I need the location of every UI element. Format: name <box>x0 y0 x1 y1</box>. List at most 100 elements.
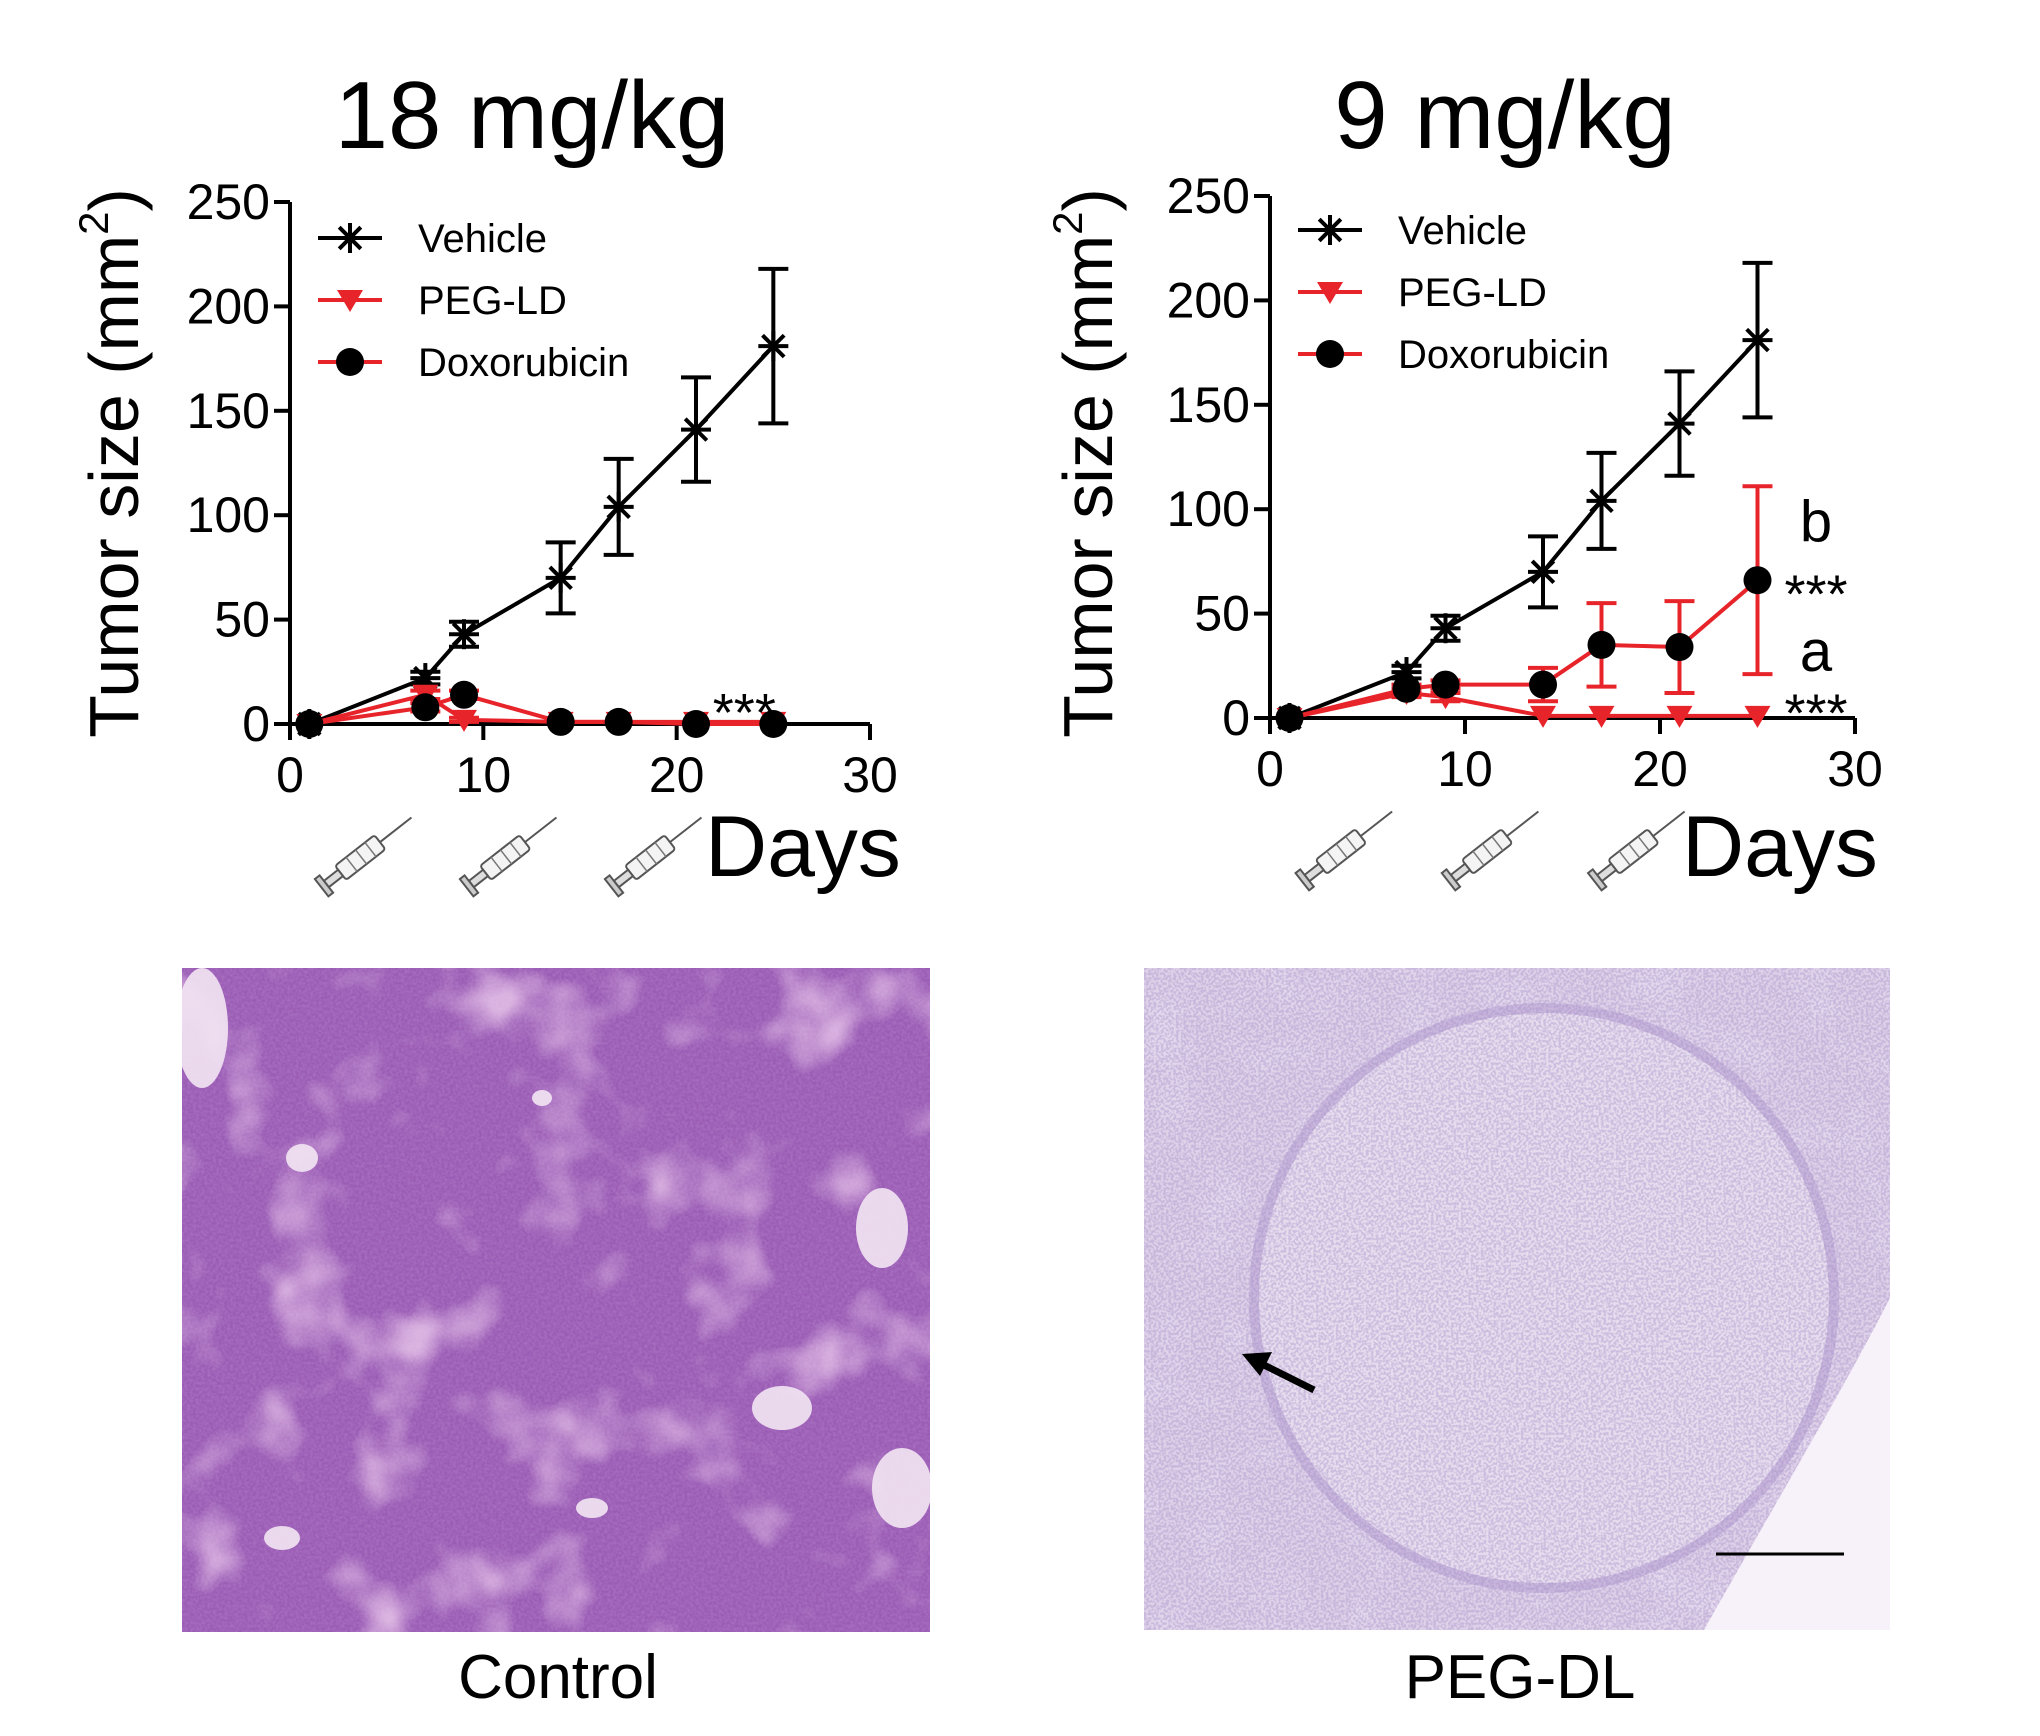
data-point <box>1587 630 1616 659</box>
annotation: b <box>1800 490 1832 555</box>
data-point <box>1530 705 1556 728</box>
data-point <box>1392 674 1421 703</box>
data-point <box>546 707 575 736</box>
legend-marker <box>1317 282 1343 304</box>
chart-title: 9 mg/kg <box>1334 62 1675 169</box>
legend-entry: Doxorubicin <box>1298 333 1609 377</box>
legend-label: PEG-LD <box>418 279 567 323</box>
peg-dl-he-section <box>1144 968 1890 1630</box>
data-point <box>759 710 788 738</box>
series-line <box>308 344 775 726</box>
x-tick-label: 0 <box>276 747 304 803</box>
legend-marker <box>1316 340 1344 368</box>
syringe-icon <box>1294 810 1393 892</box>
legend-marker <box>337 290 363 312</box>
data-point <box>295 710 324 738</box>
data-point <box>1744 705 1771 728</box>
x-axis-label: Days <box>705 799 901 895</box>
control-he-section <box>182 968 930 1632</box>
x-tick-label: 20 <box>649 747 705 803</box>
legend-entry: PEG-LD <box>1298 271 1547 315</box>
data-point <box>603 491 634 522</box>
data-point <box>450 680 478 709</box>
x-tick-label: 10 <box>1437 741 1493 797</box>
data-point <box>1529 670 1557 699</box>
y-tick-label: 50 <box>1194 586 1250 642</box>
annotation: *** <box>713 683 776 743</box>
y-tick-label: 200 <box>1167 272 1250 328</box>
data-point <box>682 710 710 738</box>
x-tick-label: 10 <box>456 747 512 803</box>
y-tick-label: 50 <box>214 592 270 648</box>
y-axis-label: Tumor size (mm2) <box>1044 188 1127 738</box>
data-point <box>758 331 789 362</box>
syringe-icon <box>1586 810 1686 892</box>
x-tick-label: 30 <box>1827 741 1883 797</box>
series-line <box>1288 338 1759 720</box>
legend-marker <box>335 223 365 253</box>
y-tick-label: 0 <box>242 696 270 752</box>
data-point <box>449 619 479 650</box>
syringe-icon <box>458 816 558 898</box>
data-point <box>1588 705 1615 728</box>
data-point <box>545 562 576 593</box>
annotation: a <box>1800 619 1833 684</box>
legend-label: PEG-LD <box>1398 271 1547 315</box>
legend-marker <box>1315 215 1345 245</box>
series-vehicle <box>294 266 789 739</box>
legend-label: Doxorubicin <box>418 341 629 385</box>
data-point <box>1664 408 1695 439</box>
data-point <box>1586 485 1617 516</box>
data-point <box>1742 325 1773 356</box>
series-doxorubicin <box>1275 484 1773 732</box>
data-point <box>1430 613 1461 644</box>
syringe-icon <box>1440 810 1539 892</box>
y-tick-label: 250 <box>187 174 270 230</box>
chart-panel-2: 9 mg/kg 0 50 100 150 200 250 0 10 20 30 Tumor size … <box>1044 62 1883 895</box>
legend-entry: PEG-LD <box>318 279 567 323</box>
syringe-icon <box>313 816 413 898</box>
data-point <box>411 693 440 722</box>
data-point <box>1431 670 1460 699</box>
data-point <box>1275 704 1304 732</box>
y-axis-label: Tumor size (mm2) <box>70 188 153 738</box>
data-point <box>604 707 633 736</box>
peg-dl-histology-image <box>1144 968 1890 1630</box>
series-peg-ld <box>1276 682 1771 730</box>
y-tick-label: 100 <box>187 487 270 543</box>
legend-entry: Vehicle <box>1298 209 1527 253</box>
series-doxorubicin <box>295 680 788 738</box>
legend-label: Vehicle <box>418 217 547 261</box>
control-caption: Control <box>458 1643 658 1712</box>
series-vehicle <box>1274 260 1773 733</box>
x-tick-label: 0 <box>1256 741 1284 797</box>
peg-dl-caption: PEG-DL <box>1404 1643 1636 1712</box>
y-tick-label: 200 <box>187 278 270 334</box>
data-point <box>1666 705 1693 728</box>
control-histology-image <box>182 968 930 1632</box>
legend-marker <box>336 348 364 376</box>
legend-label: Doxorubicin <box>1398 333 1609 377</box>
legend-entry: Doxorubicin <box>318 341 629 385</box>
y-tick-label: 250 <box>1167 168 1250 224</box>
legend-label: Vehicle <box>1398 209 1527 253</box>
y-tick-label: 150 <box>1167 377 1250 433</box>
chart-title: 18 mg/kg <box>335 62 730 169</box>
data-point <box>451 709 477 732</box>
chart-panel-1: 18 mg/kg 0 50 100 150 200 250 0 10 20 30 Tumor size… <box>70 62 901 898</box>
legend-entry: Vehicle <box>318 217 547 261</box>
annotation: *** <box>1784 683 1847 743</box>
data-point <box>1528 556 1558 587</box>
y-tick-label: 100 <box>1167 481 1250 537</box>
data-point <box>681 414 711 445</box>
y-tick-label: 0 <box>1222 690 1250 746</box>
y-tick-label: 150 <box>187 383 270 439</box>
x-tick-label: 20 <box>1632 741 1688 797</box>
data-point <box>1743 566 1772 595</box>
x-tick-label: 30 <box>842 747 898 803</box>
annotation: *** <box>1784 564 1847 624</box>
arrow-icon <box>1242 1352 1316 1394</box>
syringe-icon <box>603 816 703 898</box>
data-point <box>1665 633 1694 662</box>
